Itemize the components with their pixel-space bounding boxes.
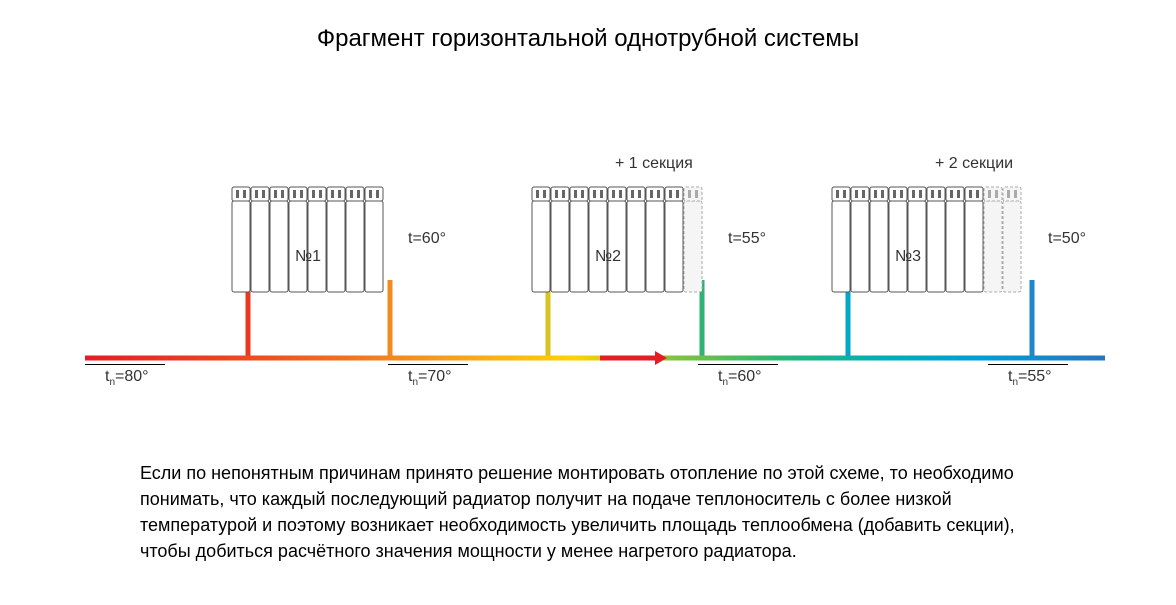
radiator-unit-1	[230, 185, 386, 294]
radiator-unit-3	[830, 185, 1024, 294]
pipe-temp-underline-4	[988, 364, 1068, 365]
radiator-3	[830, 185, 1024, 294]
pipe-temp-underline-3	[698, 364, 778, 365]
pipe-temp-3: tn=60°	[718, 368, 762, 388]
pipe-temp-1: tn=80°	[105, 368, 149, 388]
pipe-temp-2: tn=70°	[408, 368, 452, 388]
pipe-temp-4: tn=55°	[1008, 368, 1052, 388]
pipe-temp-underline-1	[85, 364, 165, 365]
explanation-text: Если по непонятным причинам принято реше…	[140, 460, 1040, 564]
outlet-temp-2: t=55°	[728, 230, 766, 248]
flow-arrow	[600, 350, 669, 366]
outlet-temp-1: t=60°	[408, 230, 446, 248]
pipe-temp-underline-2	[388, 364, 468, 365]
radiator-1	[230, 185, 386, 294]
outlet-temp-3: t=50°	[1048, 230, 1086, 248]
radiator-label-3: №3	[895, 248, 921, 266]
radiator-label-1: №1	[295, 248, 321, 266]
radiator-label-2: №2	[595, 248, 621, 266]
extra-section-label-2: + 1 секция	[615, 155, 693, 173]
radiator-unit-2	[530, 185, 705, 294]
extra-section-label-3: + 2 секции	[935, 155, 1013, 173]
radiator-2	[530, 185, 705, 294]
diagram-container: Фрагмент горизонтальной однотрубной сист…	[0, 0, 1176, 605]
